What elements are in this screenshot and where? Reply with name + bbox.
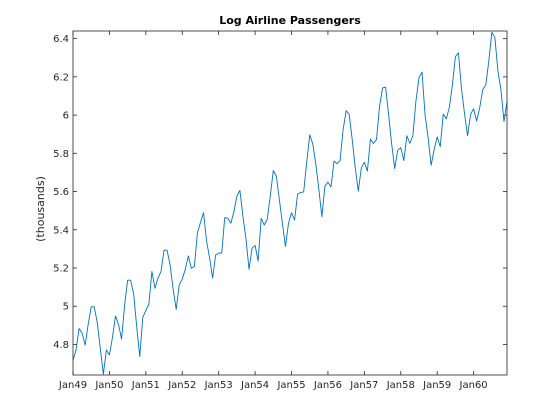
chart-title: Log Airline Passengers — [219, 14, 361, 27]
y-tick-label: 5.2 — [53, 263, 69, 274]
y-tick-label: 5.6 — [53, 187, 69, 198]
x-tick-label: Jan52 — [167, 380, 196, 391]
x-tick-label: Jan59 — [422, 380, 451, 391]
y-tick-label: 4.8 — [53, 340, 69, 351]
series-layer — [72, 31, 508, 375]
plot-frame — [72, 30, 508, 376]
x-tick-label: Jan58 — [386, 380, 415, 391]
x-tick-label: Jan56 — [313, 380, 342, 391]
y-tick-label: 6.4 — [53, 34, 69, 45]
y-axis-label: (thousands) — [34, 176, 47, 242]
tick-layer: 4.8 5 5.2 5.4 5.6 5.8 6 6.2 6.4 Jan49 Jan50 Jan51 Ja… — [53, 31, 507, 391]
x-tick-label: Jan51 — [131, 380, 160, 391]
x-tick-label: Jan57 — [349, 380, 378, 391]
x-tick-label: Jan60 — [459, 380, 488, 391]
series-line — [72, 31, 508, 375]
y-tick-label: 5.8 — [53, 149, 69, 160]
y-tick-label: 6 — [63, 111, 69, 122]
y-tick-label: 5.4 — [53, 225, 69, 236]
x-tick-label: Jan54 — [240, 380, 269, 391]
x-tick-label: Jan55 — [276, 380, 305, 391]
y-tick-label: 6.2 — [53, 72, 69, 83]
x-tick-label: Jan50 — [94, 380, 123, 391]
x-tick-label: Jan49 — [58, 380, 87, 391]
y-tick-label: 5 — [63, 302, 69, 313]
x-tick-label: Jan53 — [204, 380, 233, 391]
